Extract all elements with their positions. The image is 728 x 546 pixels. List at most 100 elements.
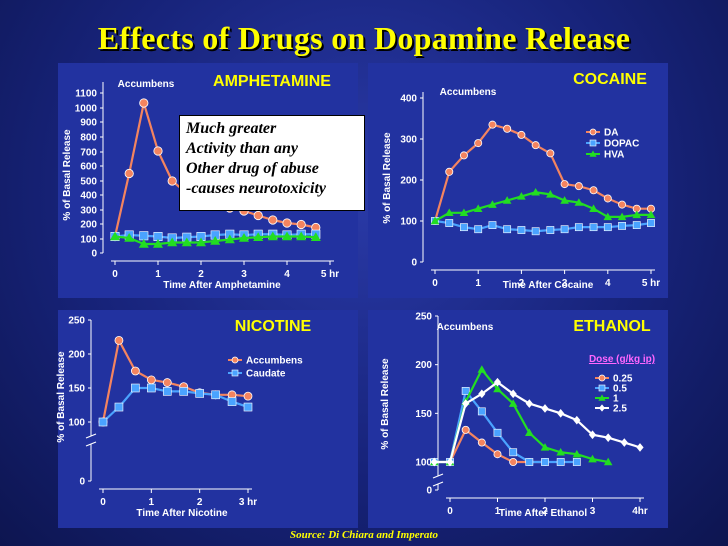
cocaine-data-point: [603, 223, 612, 232]
amphetamine-data-point: [253, 210, 263, 221]
nicotine-legend-label: Caudate: [246, 369, 286, 380]
cocaine-data-point: [445, 219, 454, 227]
cocaine-legend-marker: [589, 150, 597, 157]
cocaine-data-point: [546, 149, 555, 158]
nicotine-series-line: [101, 337, 249, 423]
cocaine-data-point: [444, 208, 454, 217]
nicotine-legend-label: Accumbens: [246, 356, 303, 367]
cocaine-region-label: Accumbens: [440, 87, 497, 98]
amphetamine-data-point: [181, 237, 192, 247]
ethanol-legend-marker: [598, 394, 606, 401]
nicotine-data-point: [211, 390, 220, 400]
ethanol-data-point: [525, 458, 534, 466]
ethanol-data-point: [509, 448, 518, 457]
ethanol-region-label: Accumbens: [437, 322, 494, 333]
amphetamine-data-point: [296, 231, 307, 241]
nicotine-data-point: [243, 391, 253, 401]
cocaine-data-point: [517, 130, 526, 139]
ethanol-data-point: [525, 399, 533, 408]
cocaine-data-point: [546, 226, 555, 234]
ethanol-x-tick-label: 3: [590, 506, 596, 517]
cocaine-y-tick-label: 400: [400, 94, 417, 105]
amphetamine-data-point: [253, 232, 264, 242]
ethanol-data-point: [446, 457, 454, 467]
cocaine-data-point: [517, 226, 526, 234]
cocaine-series-line: [434, 191, 651, 222]
cocaine-y-tick-label: 0: [411, 258, 417, 269]
cocaine-data-point: [502, 196, 512, 204]
cocaine-legend-label: DA: [604, 128, 618, 139]
ethanol-chart: 0 100 150 200 250 0 1 2 3 4hr % of Basal Release Ti…: [368, 310, 668, 528]
amphetamine-x-tick-label: 4: [284, 269, 290, 280]
ethanol-x-tick-label: 4hr: [632, 506, 648, 517]
cocaine-y-tick-label: 200: [400, 176, 417, 187]
cocaine-data-point: [445, 167, 454, 176]
nicotine-series-line: [102, 386, 249, 423]
amphetamine-x-axis-label: Time After Amphetamine: [163, 280, 281, 291]
ethanol-y-axis-label: % of Basal Release: [380, 358, 391, 450]
ethanol-data-point: [604, 433, 612, 442]
cocaine-series-line: [433, 123, 651, 222]
cocaine-data-point: [546, 190, 555, 198]
cocaine-data-point: [488, 200, 497, 208]
amphetamine-data-point: [139, 98, 149, 108]
ethanol-data-point: [493, 384, 502, 393]
cocaine-data-point: [618, 222, 626, 230]
ethanol-legend-label: 0.5: [613, 384, 627, 395]
nicotine-y-tick-label: 0: [79, 477, 85, 488]
cocaine-data-point: [459, 151, 468, 160]
amphetamine-x-tick-label: 0: [112, 269, 118, 280]
cocaine-y-axis-label: % of Basal Release: [382, 132, 393, 224]
ethanol-data-point: [556, 458, 565, 466]
ethanol-drug-label: ETHANOL: [573, 318, 651, 335]
amphetamine-y-tick-label: 600: [80, 162, 97, 173]
amphetamine-y-tick-label: 100: [80, 235, 97, 246]
cocaine-x-tick-label: 0: [432, 278, 438, 289]
nicotine-y-axis-label: % of Basal Release: [56, 351, 67, 443]
cocaine-data-point: [459, 208, 469, 217]
ethanol-data-point: [572, 449, 582, 458]
ethanol-x-tick-label: 1: [495, 506, 501, 517]
nicotine-data-point: [114, 402, 124, 412]
ethanol-x-tick-label: 2: [542, 506, 548, 517]
ethanol-data-point: [493, 428, 502, 437]
amphetamine-x-tick-label: 3: [241, 269, 247, 280]
note-line-4: -causes neurotoxicity: [186, 180, 326, 197]
ethanol-y-tick-label: 200: [415, 360, 432, 371]
amphetamine-y-tick-label: 1000: [75, 104, 98, 115]
source-citation: Source: Di Chiara and Imperato: [290, 529, 438, 541]
nicotine-y-tick-label: 200: [68, 350, 85, 361]
ethanol-data-point: [478, 389, 486, 399]
nicotine-x-axis-label: Time After Nicotine: [136, 508, 228, 519]
cocaine-y-tick-label: 300: [400, 135, 417, 146]
amphetamine-data-point: [310, 232, 321, 242]
ethanol-data-point: [541, 404, 549, 413]
note-line-2: Activity than any: [186, 140, 298, 157]
cocaine-data-point: [488, 120, 497, 129]
nicotine-legend-marker: [231, 369, 239, 377]
cocaine-data-point: [647, 219, 655, 227]
cocaine-data-point: [560, 196, 569, 204]
ethanol-data-point: [636, 443, 644, 452]
ethanol-data-point: [556, 447, 565, 456]
nicotine-axis-break-mark: [85, 441, 97, 447]
cocaine-y-tick-label: 100: [400, 217, 417, 228]
amphetamine-y-tick-label: 500: [80, 177, 97, 188]
ethanol-data-point: [493, 377, 502, 387]
cocaine-data-point: [603, 194, 612, 203]
ethanol-legend-marker: [599, 404, 605, 412]
amphetamine-y-tick-label: 800: [80, 133, 97, 144]
nicotine-data-point: [98, 417, 108, 427]
cocaine-drug-label: COCAINE: [573, 71, 647, 88]
cocaine-x-tick-label: 2: [519, 278, 525, 289]
nicotine-data-point: [162, 378, 172, 387]
amphetamine-y-tick-label: 1100: [75, 89, 97, 100]
amphetamine-data-point: [210, 235, 221, 245]
cocaine-data-point: [632, 221, 641, 229]
nicotine-data-point: [130, 366, 140, 376]
amphetamine-data-point: [139, 231, 149, 241]
ethanol-legend-label: 1: [613, 394, 619, 405]
nicotine-y-tick-label: 150: [68, 384, 85, 395]
ethanol-data-point: [525, 428, 534, 437]
